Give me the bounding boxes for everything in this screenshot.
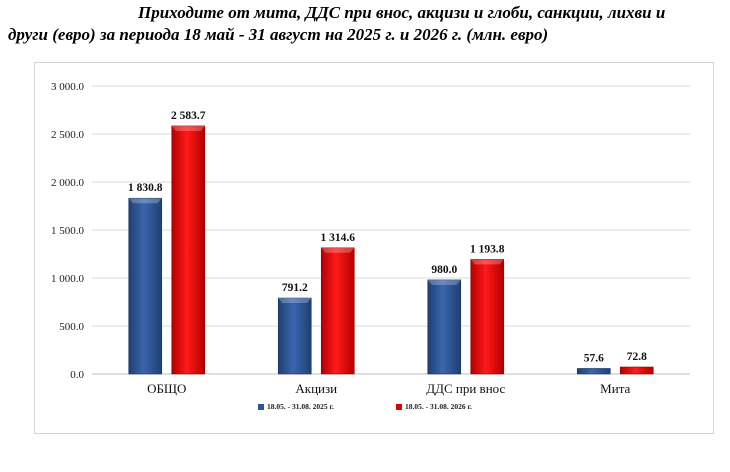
y-tick-label: 1 500.0 — [51, 225, 85, 237]
data-label: 2 583.7 — [171, 110, 206, 122]
data-label: 791.2 — [282, 282, 308, 294]
data-label: 72.8 — [627, 351, 647, 363]
legend-swatch-2026 — [396, 403, 402, 410]
legend-item-2025: 18.05. - 31.08. 2025 г. — [258, 402, 334, 411]
data-label: 980.0 — [431, 264, 457, 276]
y-tick-label: 2 500.0 — [51, 129, 85, 141]
legend-item-2026: 18.05. - 31.08. 2026 г. — [396, 402, 472, 411]
y-tick-label: 3 000.0 — [51, 81, 85, 93]
x-tick-label: Мита — [600, 381, 630, 396]
bar-bevel — [427, 279, 461, 285]
bar-2025 — [128, 197, 163, 375]
x-tick-label: ДДС при внос — [426, 381, 505, 396]
bar-bevel — [278, 298, 312, 304]
x-tick-label: Акцизи — [295, 381, 337, 396]
data-label: 1 193.8 — [470, 243, 505, 255]
chart-title-line2: други (евро) за периода 18 май - 31 авгу… — [8, 25, 549, 44]
chart-legend: 18.05. - 31.08. 2025 г. 18.05. - 31.08. … — [0, 402, 730, 416]
bar-2025 — [427, 279, 462, 375]
data-label: 1 830.8 — [128, 182, 163, 194]
bar-bevel — [470, 259, 504, 265]
data-label: 1 314.6 — [321, 232, 356, 244]
data-label: 57.6 — [584, 352, 604, 364]
chart-title-line1: Приходите от мита, ДДС при внос, акцизи … — [138, 3, 666, 22]
x-tick-label: ОБЩО — [147, 381, 186, 396]
bar-bevel — [171, 125, 205, 131]
y-tick-label: 500.0 — [59, 321, 84, 333]
chart-title: Приходите от мита, ДДС при внос, акцизи … — [0, 2, 730, 46]
legend-label-2026: 18.05. - 31.08. 2026 г. — [405, 402, 472, 411]
y-tick-label: 2 000.0 — [51, 177, 85, 189]
legend-swatch-2025 — [258, 403, 264, 410]
bar-2026 — [171, 125, 206, 375]
legend-label-2025: 18.05. - 31.08. 2025 г. — [267, 402, 334, 411]
bar-bevel — [128, 198, 162, 204]
bar-2025 — [277, 297, 312, 375]
bar-bevel — [321, 247, 355, 253]
bar-2025 — [576, 368, 611, 375]
y-tick-label: 0.0 — [70, 369, 84, 381]
bar-2026 — [619, 366, 654, 375]
bar-2026 — [470, 259, 505, 375]
y-tick-label: 1 000.0 — [51, 273, 85, 285]
bar-2026 — [320, 247, 355, 375]
